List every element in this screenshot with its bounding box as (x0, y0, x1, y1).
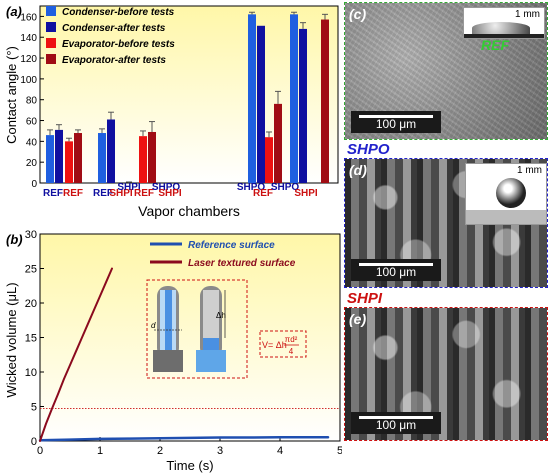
inset-scale-d: 1 mm (517, 165, 542, 176)
legend-swatch-a (46, 54, 56, 64)
x-tick-label-a: REF (63, 188, 83, 199)
y-tick-label-a: 60 (26, 117, 38, 128)
micrograph-shpi: (e) 100 μm (344, 307, 548, 441)
delta-h-label: Δh (216, 311, 226, 320)
legend-label-a: Evaporator-after tests (62, 55, 166, 66)
bar (265, 137, 273, 183)
d-label: d (151, 321, 156, 330)
x-tick-label-b: 4 (277, 445, 283, 457)
capillary-diagram: Δh d (146, 279, 248, 379)
series-line (39, 267, 113, 442)
x-tick-label-a: REF (134, 188, 154, 199)
bar (107, 119, 115, 183)
legend-label-b: Laser textured surface (188, 258, 296, 269)
x-tick-label-a: REF (93, 188, 113, 199)
x-tick-label-a: SHPO (271, 182, 300, 193)
bar (148, 131, 156, 183)
y-tick-label-b: 10 (25, 367, 37, 379)
x-tick-label-a: REF (43, 188, 63, 199)
y-tick-label-b: 0 (31, 436, 37, 448)
legend-label-a: Evaporator-before tests (62, 39, 175, 50)
micrograph-ref: (c) 1 mm REF 100 μm (344, 2, 548, 140)
y-tick-label-a: 40 (26, 137, 38, 148)
formula-numerator: πd² (285, 335, 298, 344)
bar (55, 129, 63, 183)
x-tick-label-a: SHPO (237, 182, 266, 193)
bar (98, 133, 106, 183)
x-tick-label-a: SHPO (152, 182, 181, 193)
panel-label-a: (a) (6, 4, 22, 19)
shpi-title: SHPI (347, 290, 383, 307)
y-tick-label-a: 140 (20, 33, 37, 44)
line-chart: 0 5 10 15 20 25 30 0 1 2 3 4 5 Reference surface Lase… (4, 229, 342, 473)
panel-label-e: (e) (349, 311, 367, 327)
y-tick-label-a: 20 (26, 158, 38, 169)
bar (139, 136, 147, 183)
y-axis-label-a: Contact angle (°) (4, 46, 19, 144)
droplet-inset-ref: 1 mm (463, 7, 545, 39)
y-tick-label-a: 160 (20, 12, 37, 23)
formula-box: V= Δh πd² 4 (259, 330, 307, 358)
x-tick-label-b: 1 (97, 445, 103, 457)
scale-bar-d: 100 μm (351, 259, 441, 281)
bar (248, 14, 256, 184)
bar (299, 28, 307, 183)
x-tick-label-a: REF (253, 188, 273, 199)
bar (321, 19, 329, 183)
bar (257, 25, 265, 184)
panel-label-b: (b) (6, 232, 23, 247)
y-tick-label-b: 5 (31, 402, 37, 414)
legend-swatch-a (46, 38, 56, 48)
bar (74, 133, 82, 183)
x-tick-label-a: SHPI (158, 188, 182, 199)
bar (65, 141, 73, 183)
x-axis-label-a: Vapor chambers (138, 203, 240, 219)
legend-label-a: Condenser-after tests (62, 23, 166, 34)
micrograph-shpo: (d) 1 mm 100 μm (344, 158, 548, 288)
x-axis-label-b: Time (s) (166, 458, 213, 473)
plot-area-b (39, 233, 341, 442)
y-tick-label-b: 15 (25, 333, 37, 345)
droplet-shape (472, 22, 530, 34)
bar (274, 103, 282, 183)
inset-scale-c: 1 mm (515, 9, 540, 20)
legend-label-a: Condenser-before tests (62, 7, 175, 18)
y-tick-label-a: 80 (26, 96, 38, 107)
x-tick-label-b: 0 (37, 445, 43, 457)
droplet-inset-shpo: 1 mm (465, 163, 547, 225)
droplet-sphere (496, 178, 526, 208)
bar (46, 135, 54, 183)
legend-swatch-a (46, 22, 56, 32)
x-tick-label-b: 5 (337, 445, 342, 457)
panel-label-c: (c) (349, 6, 367, 22)
x-tick-label-a: SHPI (294, 188, 318, 199)
series-line (38, 435, 330, 442)
x-tick-label-a: SHPI (117, 182, 141, 193)
scale-bar-e: 100 μm (351, 412, 441, 434)
bar (290, 14, 298, 184)
scale-bar-c: 100 μm (351, 111, 441, 133)
x-tick-label-b: 3 (217, 445, 223, 457)
y-axis-label-b: Wicked volume (μL) (4, 282, 19, 397)
formula-text: V= Δh (262, 340, 287, 350)
y-tick-label-a: 0 (31, 179, 37, 190)
y-tick-label-b: 25 (25, 264, 37, 276)
formula-denominator: 4 (289, 347, 294, 356)
shpo-title: SHPO (347, 141, 390, 158)
panel-label-d: (d) (349, 162, 367, 178)
y-tick-label-b: 30 (25, 229, 37, 241)
y-tick-label-b: 20 (25, 298, 37, 310)
x-tick-label-a: SHPI (109, 188, 133, 199)
legend-swatch-a (46, 6, 56, 16)
ref-tag: REF (481, 37, 509, 53)
plot-area-a (39, 5, 339, 184)
legend-label-b: Reference surface (188, 240, 275, 251)
y-tick-label-a: 120 (20, 54, 37, 65)
y-tick-label-a: 100 (20, 75, 37, 86)
x-tick-label-b: 2 (157, 445, 163, 457)
